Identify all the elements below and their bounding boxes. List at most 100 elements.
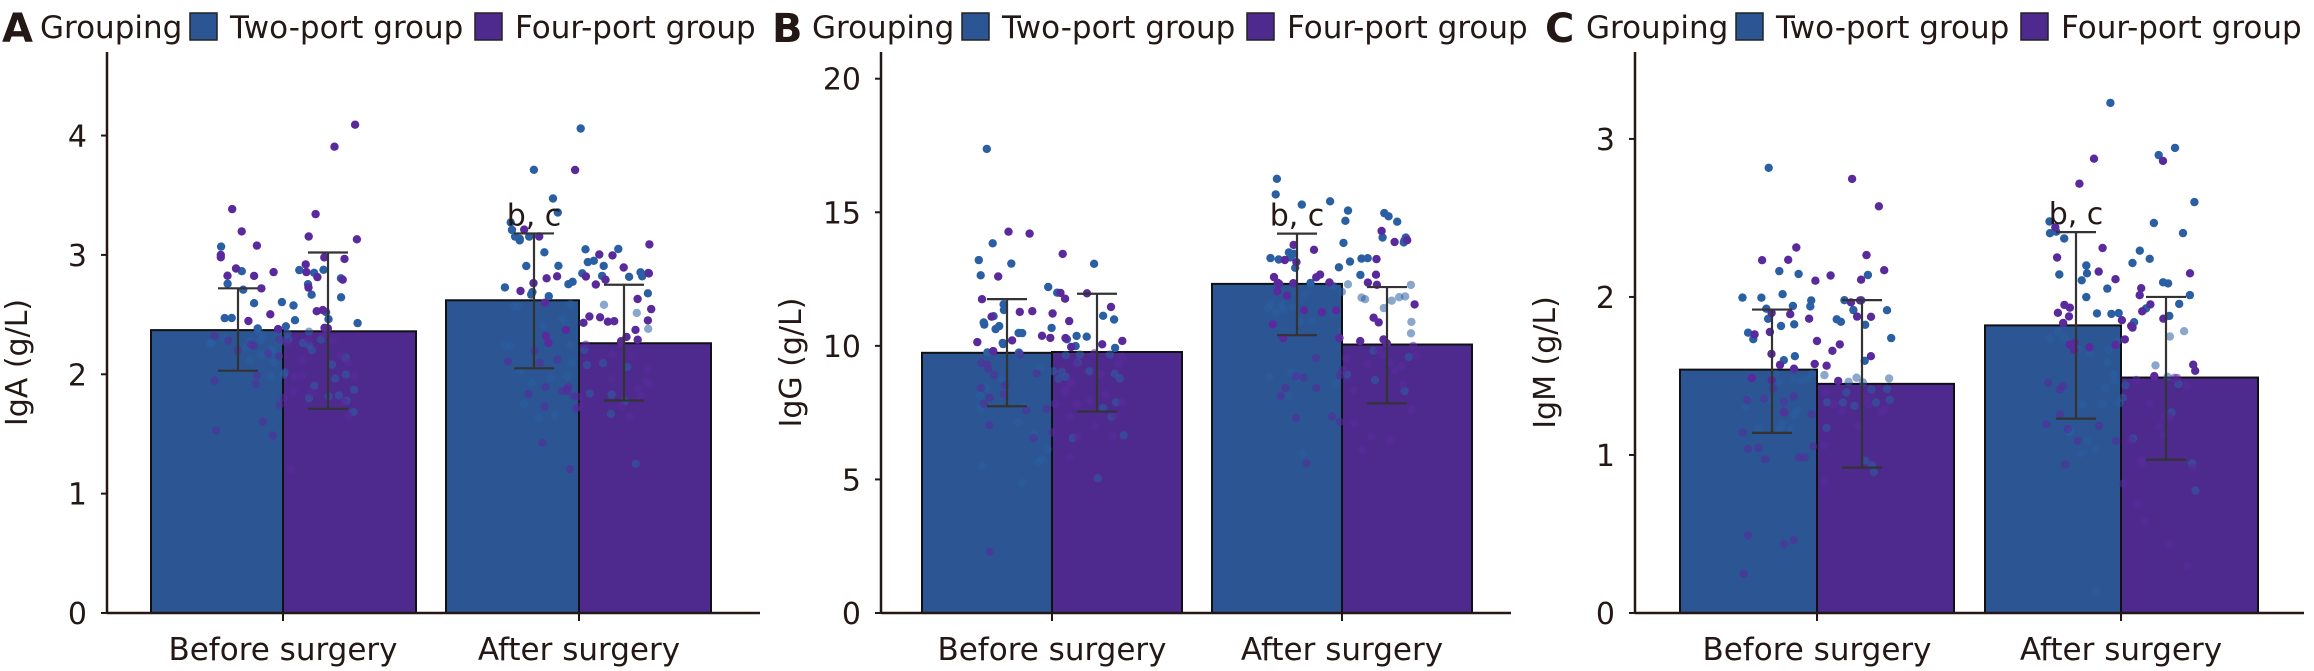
- data-point: [1067, 342, 1076, 352]
- data-point: [223, 279, 232, 288]
- data-point: [645, 240, 654, 249]
- y-tick-label: 5: [842, 463, 861, 498]
- x-tick-label: Before surgery: [937, 632, 1166, 668]
- data-point: [2191, 366, 2200, 375]
- data-point: [2083, 436, 2092, 446]
- data-point: [1804, 314, 1814, 323]
- data-point: [1810, 359, 1819, 369]
- data-point: [1850, 401, 1859, 410]
- data-point: [516, 286, 525, 296]
- data-point: [1367, 432, 1376, 441]
- data-point: [2138, 307, 2147, 316]
- data-point: [1760, 394, 1769, 403]
- data-point: [1118, 352, 1127, 361]
- data-point: [1096, 369, 1105, 379]
- data-point: [2179, 327, 2189, 336]
- data-point: [1298, 449, 1308, 458]
- data-point: [999, 300, 1008, 309]
- data-point: [1085, 396, 1095, 405]
- data-point: [1371, 270, 1381, 279]
- data-point: [1789, 364, 1799, 373]
- data-point: [1820, 370, 1829, 380]
- significance-annotation: b, c: [2049, 197, 2104, 232]
- bar-two-port-before: [150, 329, 284, 614]
- data-point: [1380, 208, 1389, 218]
- data-point: [2121, 381, 2130, 390]
- legend: B Grouping Two-port group Four-port group: [772, 6, 1528, 52]
- data-point: [1757, 293, 1766, 302]
- data-point: [1807, 410, 1816, 419]
- significance-annotation: b, c: [507, 198, 562, 233]
- error-bars: [218, 232, 644, 410]
- panel-c: C Grouping Two-port group Four-port group Be…: [1528, 6, 2304, 668]
- data-point: [538, 438, 547, 448]
- legend-title: Grouping: [812, 10, 954, 46]
- x-tick-label: Before surgery: [168, 632, 397, 668]
- data-point: [1787, 424, 1796, 433]
- data-point: [1406, 280, 1416, 290]
- data-point: [542, 274, 551, 283]
- data-point: [565, 341, 575, 350]
- data-point: [2063, 424, 2072, 434]
- data-point: [1789, 392, 1798, 401]
- data-point: [302, 267, 311, 277]
- data-point: [633, 294, 642, 304]
- data-point: [1874, 202, 1884, 211]
- data-point: [258, 417, 267, 426]
- data-point: [2135, 291, 2144, 300]
- data-point: [1105, 350, 1115, 359]
- data-point: [1821, 388, 1830, 397]
- data-point: [1335, 333, 1344, 343]
- bar-four-port-before: [1816, 382, 1955, 614]
- data-point: [1863, 270, 1873, 280]
- data-point: [2165, 332, 2175, 341]
- data-point: [268, 431, 278, 440]
- data-point: [607, 374, 616, 383]
- data-point: [1280, 255, 1290, 265]
- data-point: [561, 325, 571, 335]
- data-point: [1741, 402, 1750, 411]
- data-point: [1743, 444, 1753, 454]
- bar-two-port-before: [921, 351, 1053, 614]
- data-point: [273, 324, 283, 334]
- data-point: [1327, 412, 1337, 421]
- data-point: [1065, 412, 1075, 422]
- data-point: [550, 411, 559, 420]
- data-point: [1090, 422, 1100, 431]
- bars: [150, 299, 712, 614]
- data-point: [1046, 333, 1055, 343]
- data-point: [1108, 431, 1117, 440]
- y-axis-title: IgG (g/L): [774, 298, 809, 428]
- data-point: [1790, 352, 1800, 361]
- data-point: [304, 283, 313, 292]
- legend-label-four-port: Four-port group: [515, 10, 756, 46]
- data-point: [1049, 367, 1058, 376]
- y-tick-label: 10: [823, 330, 861, 365]
- data-point: [2185, 269, 2195, 278]
- data-point: [601, 275, 610, 284]
- data-point: [1853, 422, 1863, 431]
- data-point: [280, 368, 289, 377]
- panel-label: B: [772, 6, 803, 52]
- y-tick-label: 3: [68, 239, 87, 274]
- data-point: [349, 385, 359, 394]
- data-point: [1849, 305, 1858, 315]
- data-point: [1823, 398, 1832, 407]
- panel-label: C: [1545, 6, 1574, 52]
- data-point: [2140, 516, 2149, 526]
- data-point: [210, 332, 219, 341]
- data-point: [1117, 397, 1126, 407]
- panel-b: B Grouping Two-port group Four-port group Be…: [772, 6, 1528, 668]
- bar-two-port-after: [1211, 282, 1343, 614]
- data-point: [1056, 288, 1065, 298]
- data-point: [257, 335, 266, 345]
- data-point: [2103, 357, 2112, 367]
- data-point: [1057, 367, 1066, 376]
- legend-swatch-four-port: [2020, 12, 2049, 41]
- data-point: [1403, 236, 1412, 245]
- data-point: [1828, 346, 1837, 355]
- data-point: [311, 209, 320, 219]
- data-point: [534, 413, 543, 422]
- data-point: [313, 272, 322, 282]
- data-point: [1778, 290, 1787, 299]
